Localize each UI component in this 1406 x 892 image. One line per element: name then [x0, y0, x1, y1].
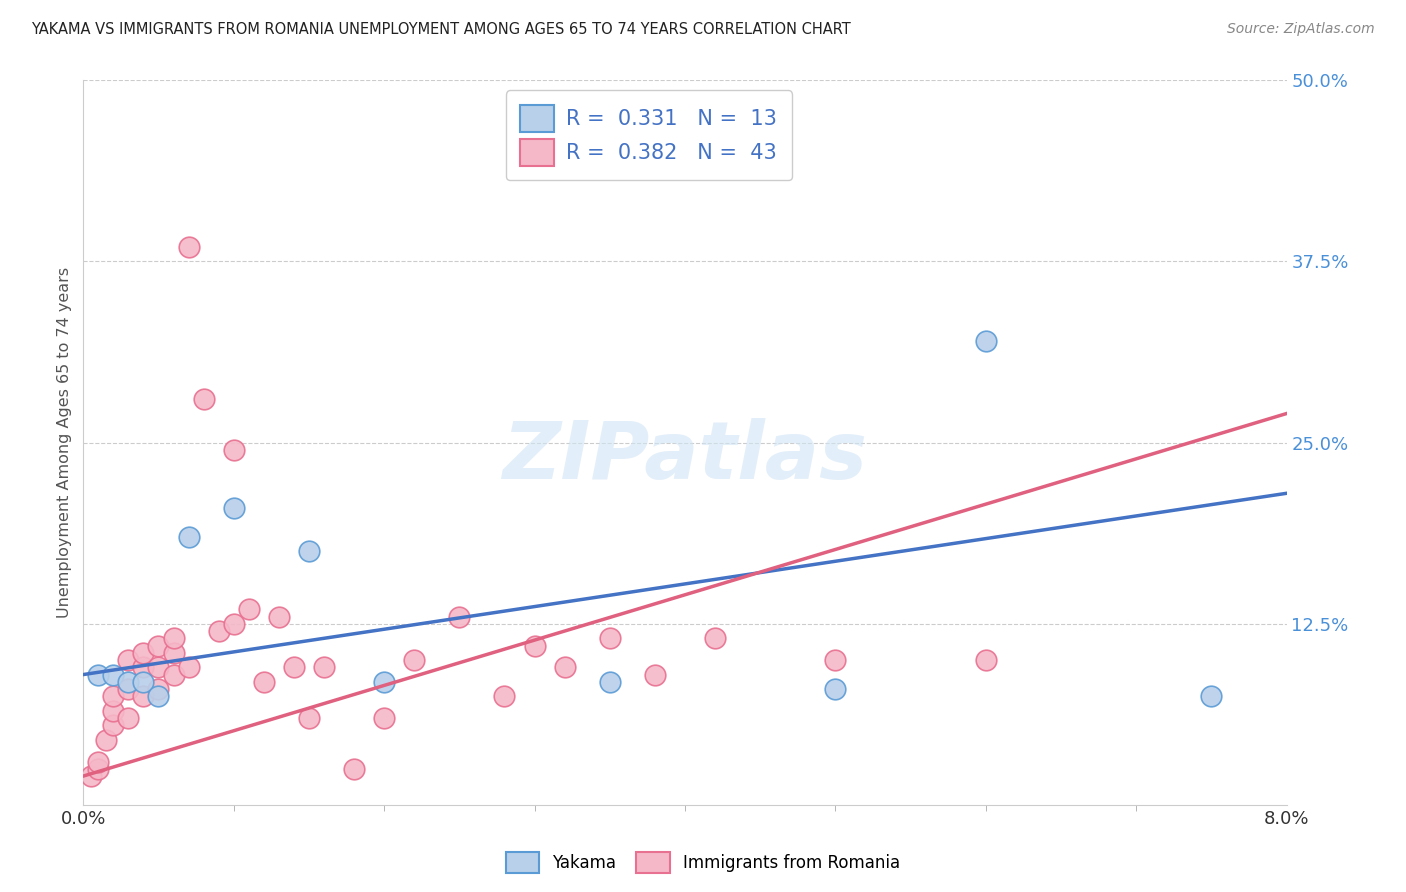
- Point: [162, 667, 184, 681]
- Point: [117, 681, 139, 696]
- Point: [162, 646, 184, 660]
- Point: [554, 660, 576, 674]
- Point: [404, 653, 426, 667]
- Point: [523, 639, 546, 653]
- Point: [974, 334, 997, 348]
- Point: [87, 762, 110, 776]
- Point: [87, 755, 110, 769]
- Point: [824, 653, 846, 667]
- Point: [298, 544, 321, 558]
- Point: [1201, 690, 1223, 704]
- Point: [193, 392, 215, 406]
- Point: [117, 711, 139, 725]
- Point: [80, 769, 103, 783]
- Point: [117, 674, 139, 689]
- Point: [148, 681, 170, 696]
- Point: [343, 762, 366, 776]
- Point: [117, 653, 139, 667]
- Point: [148, 639, 170, 653]
- Point: [94, 732, 117, 747]
- Point: [103, 667, 125, 681]
- Point: [132, 646, 155, 660]
- Point: [148, 660, 170, 674]
- Point: [177, 530, 200, 544]
- Point: [177, 660, 200, 674]
- Point: [222, 616, 245, 631]
- Legend: Yakama, Immigrants from Romania: Yakama, Immigrants from Romania: [499, 846, 907, 880]
- Legend: R =  0.331   N =  13, R =  0.382   N =  43: R = 0.331 N = 13, R = 0.382 N = 43: [506, 90, 792, 180]
- Point: [208, 624, 231, 638]
- Point: [824, 681, 846, 696]
- Point: [494, 690, 516, 704]
- Y-axis label: Unemployment Among Ages 65 to 74 years: Unemployment Among Ages 65 to 74 years: [58, 267, 72, 618]
- Point: [132, 674, 155, 689]
- Point: [162, 632, 184, 646]
- Point: [222, 500, 245, 515]
- Point: [222, 442, 245, 457]
- Point: [132, 660, 155, 674]
- Point: [373, 711, 395, 725]
- Point: [449, 609, 471, 624]
- Point: [132, 690, 155, 704]
- Point: [704, 632, 727, 646]
- Point: [103, 704, 125, 718]
- Point: [298, 711, 321, 725]
- Point: [267, 609, 290, 624]
- Point: [238, 602, 260, 616]
- Point: [87, 667, 110, 681]
- Text: ZIPatlas: ZIPatlas: [502, 418, 868, 496]
- Point: [974, 653, 997, 667]
- Text: YAKAMA VS IMMIGRANTS FROM ROMANIA UNEMPLOYMENT AMONG AGES 65 TO 74 YEARS CORRELA: YAKAMA VS IMMIGRANTS FROM ROMANIA UNEMPL…: [31, 22, 851, 37]
- Point: [283, 660, 305, 674]
- Point: [599, 632, 621, 646]
- Point: [312, 660, 335, 674]
- Point: [103, 690, 125, 704]
- Text: Source: ZipAtlas.com: Source: ZipAtlas.com: [1227, 22, 1375, 37]
- Point: [253, 674, 276, 689]
- Point: [103, 718, 125, 732]
- Point: [599, 674, 621, 689]
- Point: [148, 690, 170, 704]
- Point: [177, 240, 200, 254]
- Point: [373, 674, 395, 689]
- Point: [644, 667, 666, 681]
